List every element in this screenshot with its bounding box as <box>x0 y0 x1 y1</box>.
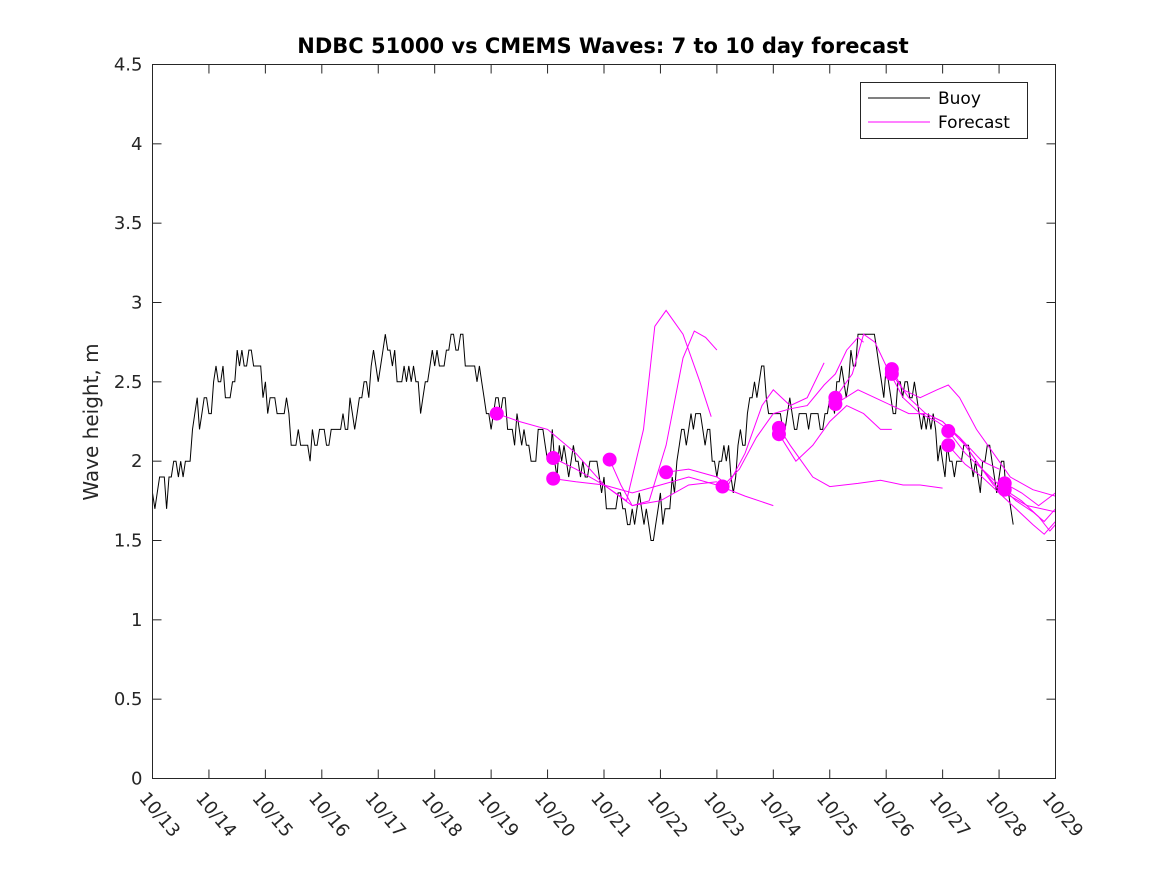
y-tick-label: 0 <box>131 769 142 790</box>
legend-forecast-label: Forecast <box>938 113 1010 133</box>
forecast-series-line <box>722 336 864 487</box>
forecast-series-line <box>834 333 1000 470</box>
forecast-series-line <box>891 368 1056 497</box>
forecast-start-marker <box>546 450 561 465</box>
forecast-start-marker <box>715 479 730 494</box>
legend-box <box>860 82 1028 139</box>
y-tick-label: 2.5 <box>114 372 143 393</box>
forecast-series-line <box>1004 482 1056 507</box>
y-axis-label: Wave height, m <box>79 343 103 500</box>
forecast-series-line <box>552 457 774 507</box>
forecast-start-marker <box>941 438 956 453</box>
forecast-start-marker <box>489 406 504 421</box>
forecast-start-marker <box>546 471 561 486</box>
chart-title: NDBC 51000 vs CMEMS Waves: 7 to 10 day f… <box>297 34 908 58</box>
y-tick-label: 4.5 <box>114 55 143 76</box>
forecast-start-marker <box>828 397 843 412</box>
y-tick-label: 0.5 <box>114 689 143 710</box>
forecast-series-line <box>1004 489 1056 532</box>
y-axis: 0 0.5 1 1.5 2 2.5 3 3.5 4 4.5 <box>114 55 1056 790</box>
forecast-series-line <box>553 309 712 502</box>
forecast-series-line <box>778 405 892 462</box>
forecast-series-line <box>778 427 943 489</box>
y-tick-label: 3 <box>131 293 142 314</box>
y-tick-label: 2 <box>131 451 142 472</box>
forecast-series-line <box>609 330 718 507</box>
forecast-series-line <box>891 373 1056 513</box>
forecast-series-line <box>947 444 1056 535</box>
forecast-start-marker <box>997 482 1012 497</box>
forecast-start-marker <box>771 427 786 442</box>
forecast-start-marker <box>602 452 617 467</box>
y-tick-label: 4 <box>131 134 142 155</box>
y-tick-label: 3.5 <box>114 213 143 234</box>
forecast-start-marker <box>941 424 956 439</box>
forecast-series-line <box>666 362 825 486</box>
forecast-start-marker <box>884 366 899 381</box>
forecast-start-marker <box>659 465 674 480</box>
y-tick-label: 1.5 <box>114 531 143 552</box>
legend-buoy-label: Buoy <box>938 89 981 109</box>
y-tick-label: 1 <box>131 610 142 631</box>
legend: Buoy Forecast <box>860 82 1028 139</box>
